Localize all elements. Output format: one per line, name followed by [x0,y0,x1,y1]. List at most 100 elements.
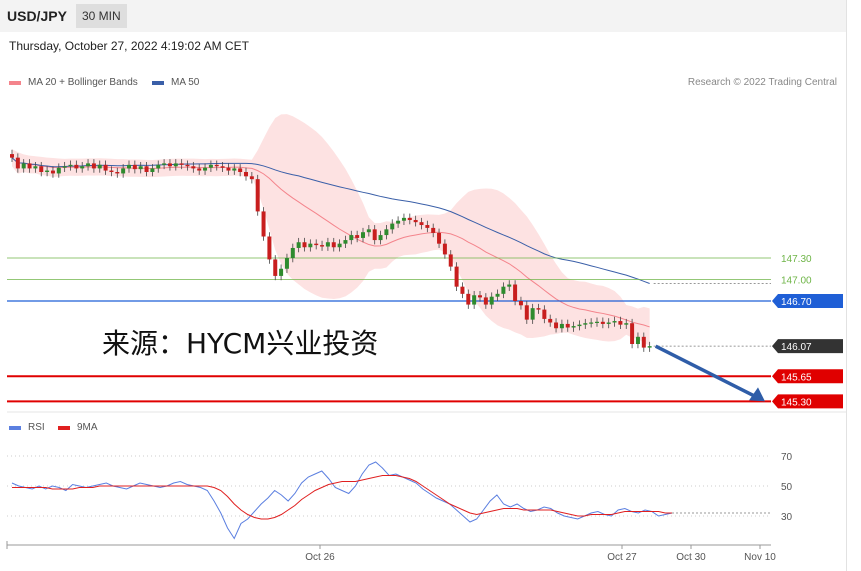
candle [325,237,330,251]
candle [448,250,453,271]
candle [565,319,570,332]
legend-rsi-label: RSI [28,422,45,433]
candle-body [208,164,213,168]
candle-body [74,164,79,169]
candle [97,160,102,173]
candle [583,318,588,329]
candle-body [50,170,55,174]
legend-rsi: RSI [9,422,45,433]
candle [372,225,377,245]
candle [127,160,131,173]
candle [425,220,430,233]
candle-body [530,308,535,320]
candle-body [518,301,523,306]
candle-body [167,163,172,167]
candle-body [261,211,266,237]
ma20-line [11,157,650,328]
candle [39,161,44,177]
candle [478,290,482,302]
symbol-label: USD/JPY [7,8,67,24]
candle [15,153,20,173]
candle-body [226,167,231,171]
candle-body [331,242,336,248]
candle [203,163,208,175]
candle-body [115,172,120,174]
candle-body [21,163,26,169]
price-tag-bg [772,339,843,354]
price-tag-146.07: 146.07 [772,339,843,354]
candle [290,243,295,263]
candle-body [554,322,559,329]
x-tick-label: Oct 27 [607,552,637,563]
candle-body [401,217,406,221]
candle [80,161,85,173]
rsi-tick-label: 50 [781,482,793,493]
candle [559,319,564,333]
candle-body [542,309,547,319]
candle-body [454,266,459,287]
timeframe-badge[interactable]: 30 MIN [76,4,127,28]
x-tick-label: Oct 30 [676,552,706,563]
candle-body [203,167,208,171]
candle-body [127,164,131,169]
candle-body [138,166,143,170]
candle [185,160,190,171]
candle [442,239,447,259]
candle [267,232,272,264]
candle [320,240,325,251]
candle [27,159,32,173]
candle [191,161,196,173]
candle-body [641,336,646,348]
candle-body [630,323,635,344]
candle-body [109,170,114,172]
candle [179,159,184,170]
candle [600,317,605,329]
price-tag-bg [772,294,843,308]
candle [454,262,459,291]
candle [296,237,301,253]
candle-body [45,170,50,172]
price-tag-147.00: 147.00 [772,272,843,287]
candle [343,235,348,248]
bollinger-band [12,114,650,346]
candle-body [466,293,471,305]
candle [337,239,342,252]
candle [132,160,137,174]
price-tag-145.65: 145.65 [772,369,843,384]
candle [273,255,278,281]
candle [314,239,319,250]
legend-bb-label: MA 20 + Bollinger Bands [28,77,138,88]
candle-body [103,164,108,171]
x-tick-label: Oct 26 [305,552,335,563]
candle-body [320,245,325,247]
forecast-arrowhead-icon [749,387,765,402]
candle-body [144,166,149,172]
candle-body [249,176,254,180]
price-tag-146.70: 146.70 [772,294,843,308]
candle [232,164,237,175]
candle [173,159,178,171]
candle [513,280,518,306]
candle-body [284,258,289,269]
candle-body [308,243,313,248]
candle [407,213,412,225]
candle-body [513,284,518,301]
candle-body [536,308,541,310]
candle-body [91,163,96,169]
candle [349,230,354,245]
candle-body [62,166,67,168]
candle-body [220,166,225,168]
candle-body [600,321,605,324]
candle-body [185,164,190,167]
candle-body [238,168,243,172]
candle-body [68,164,73,167]
candle-body [279,268,284,276]
candle-body [173,163,178,167]
candle [138,161,143,174]
price-tag-bg [772,369,843,384]
rsi-series-9MA [12,475,672,520]
rsi-tick-label: 30 [781,512,793,523]
price-tag-145.30: 145.30 [772,394,843,409]
candle-body [489,296,494,305]
